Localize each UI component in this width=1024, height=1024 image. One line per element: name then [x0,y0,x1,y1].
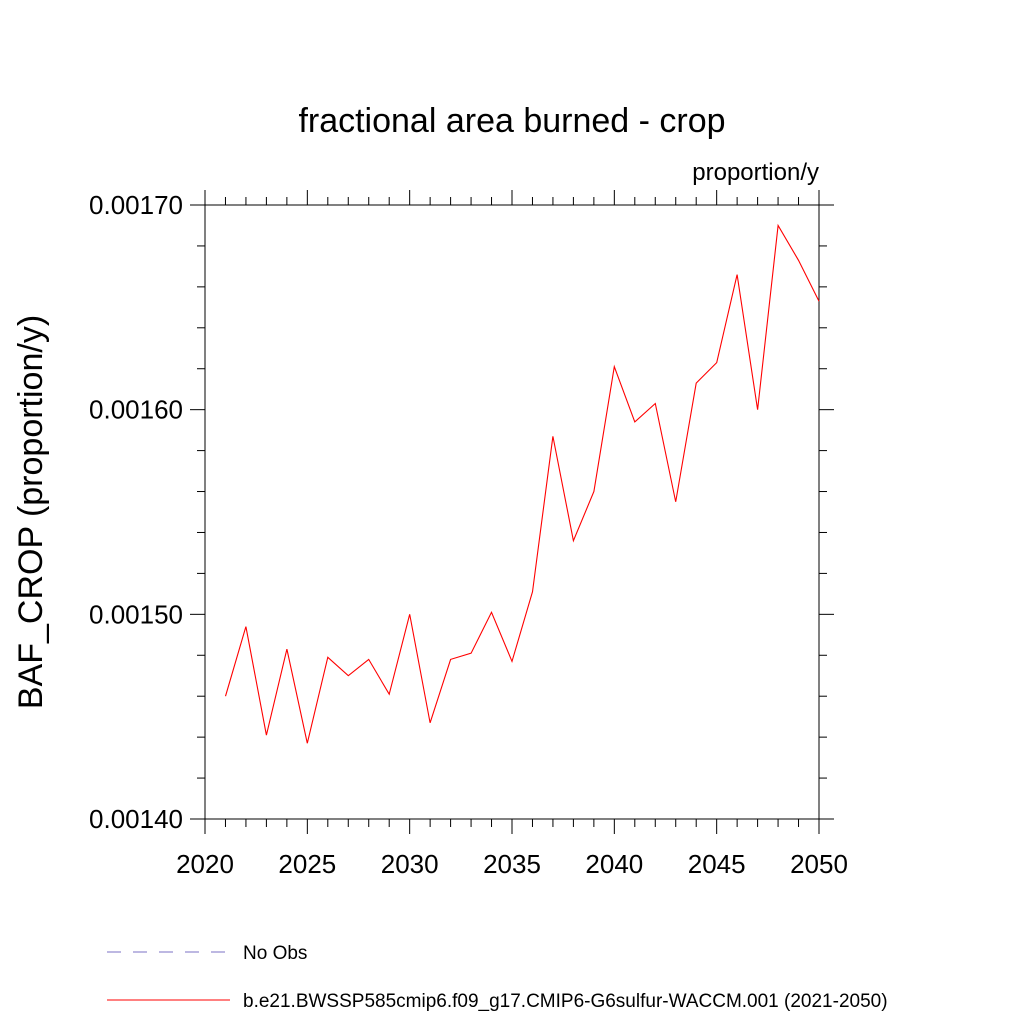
data-point [306,742,308,744]
data-point [388,693,390,695]
data-point [531,591,533,593]
data-point [224,695,226,697]
series-layer [224,223,820,744]
y-tick-label: 0.00140 [89,804,183,834]
data-point [675,501,677,503]
series-line [224,223,820,744]
legend-label: b.e21.BWSSP585cmip6.f09_g17.CMIP6-G6sulf… [243,991,888,1012]
data-point [470,652,472,654]
x-tick-label: 2050 [790,849,848,879]
x-tick-label: 2020 [176,849,234,879]
data-point [408,613,410,615]
data-point [756,408,758,410]
y-tick-label: 0.00160 [89,395,183,425]
data-point [654,402,656,404]
x-tick-label: 2045 [688,849,746,879]
data-point [777,224,779,226]
data-point [613,365,615,367]
data-point [572,539,574,541]
data-point [695,382,697,384]
legend: No Obs b.e21.BWSSP585cmip6.f09_g17.CMIP6-… [107,943,888,1012]
data-point [327,656,329,658]
data-point [368,658,370,660]
y-tick-label: 0.00150 [89,599,183,629]
x-tick-label: 2025 [278,849,336,879]
data-point [449,658,451,660]
y-tick-label: 0.00170 [89,190,183,220]
data-point [736,273,738,275]
data-point [634,421,636,423]
data-point [715,361,717,363]
axis-ticks: 2020 2025 2030 2035 2040 2045 2050 0.00140 0.001… [89,190,848,879]
data-point [245,625,247,627]
x-tick-label: 2035 [483,849,541,879]
data-point [286,648,288,650]
data-point [265,734,267,736]
data-point [593,490,595,492]
data-point [429,722,431,724]
legend-label: No Obs [243,943,307,964]
chart-title: fractional area burned - crop [298,102,725,140]
x-tick-label: 2040 [585,849,643,879]
data-point [797,259,799,261]
y-axis-label: BAF_CROP (proportion/y) [12,315,50,709]
data-point [511,660,513,662]
data-point [490,611,492,613]
data-point [347,675,349,677]
data-point [818,300,820,302]
units-label: proportion/y [692,159,819,186]
plot-frame [204,204,820,820]
data-point [552,435,554,437]
x-tick-label: 2030 [381,849,439,879]
